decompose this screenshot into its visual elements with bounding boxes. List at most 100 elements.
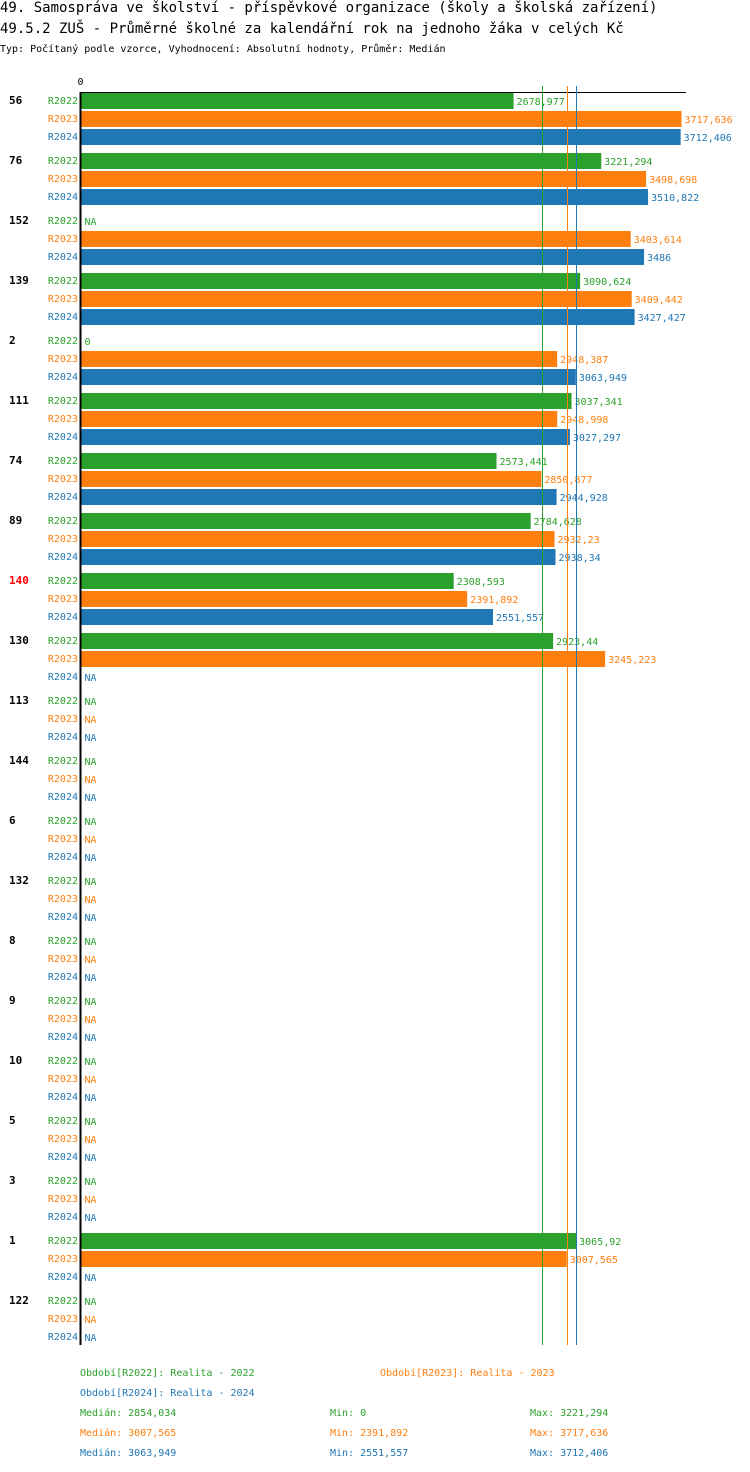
series-label: R2023 <box>48 174 78 185</box>
value-label: 2573,441 <box>500 457 548 468</box>
series-label: R2022 <box>48 516 78 527</box>
series-label: R2022 <box>48 576 78 587</box>
bar-r2022 <box>80 393 572 409</box>
series-label: R2023 <box>48 234 78 245</box>
bar-r2022 <box>80 153 602 169</box>
bar-r2022 <box>80 453 497 469</box>
group-label: 140 <box>9 574 29 587</box>
series-label: R2023 <box>48 354 78 365</box>
series-label: R2023 <box>48 1074 78 1085</box>
value-label: 3427,427 <box>638 313 686 324</box>
series-label: R2024 <box>48 132 78 143</box>
group-label: 89 <box>9 514 22 527</box>
value-label: NA <box>85 715 97 726</box>
series-label: R2023 <box>48 114 78 125</box>
group-label: 3 <box>9 1174 16 1187</box>
series-label: R2024 <box>48 1032 78 1043</box>
value-label: 3063,949 <box>579 373 627 384</box>
stat-max-r2022: Max: 3221,294 <box>530 1408 609 1419</box>
value-label: NA <box>85 1315 97 1326</box>
bar-r2022 <box>80 513 531 529</box>
value-label: 3712,406 <box>684 133 732 144</box>
value-label: NA <box>85 673 97 684</box>
value-label: NA <box>85 817 97 828</box>
value-label: NA <box>85 877 97 888</box>
group-label: 6 <box>9 814 16 827</box>
bar-r2022 <box>80 273 581 289</box>
series-label: R2022 <box>48 696 78 707</box>
series-label: R2024 <box>48 1272 78 1283</box>
bar-r2022 <box>80 633 554 649</box>
legend-period-r2024: Období[R2024]: Realita - 2024 <box>80 1388 255 1399</box>
chart-main-title: 49. Samospráva ve školství - příspěvkové… <box>0 0 658 16</box>
series-label: R2023 <box>48 474 78 485</box>
value-label: NA <box>85 1075 97 1086</box>
series-label: R2024 <box>48 372 78 383</box>
value-label: 2850,877 <box>544 475 592 486</box>
group-label: 2 <box>9 334 16 347</box>
group-label: 152 <box>9 214 29 227</box>
value-label: 2944,928 <box>560 493 608 504</box>
group-label: 144 <box>9 754 29 767</box>
value-label: NA <box>85 793 97 804</box>
series-label: R2024 <box>48 1152 78 1163</box>
stat-min-r2023: Min: 2391,892 <box>330 1428 409 1439</box>
value-label: NA <box>85 775 97 786</box>
stat-max-r2024: Max: 3712,406 <box>530 1448 609 1459</box>
series-label: R2024 <box>48 552 78 563</box>
bar-r2023 <box>80 531 555 547</box>
bar-r2024 <box>80 249 645 265</box>
series-label: R2023 <box>48 834 78 845</box>
value-label: 3486 <box>647 253 671 264</box>
bar-r2022 <box>80 93 514 109</box>
group-label: 130 <box>9 634 29 647</box>
value-label: NA <box>85 913 97 924</box>
series-label: R2022 <box>48 216 78 227</box>
bar-r2024 <box>80 189 649 205</box>
value-label: NA <box>85 1153 97 1164</box>
value-label: NA <box>85 1135 97 1146</box>
series-label: R2024 <box>48 672 78 683</box>
series-label: R2022 <box>48 936 78 947</box>
series-label: R2022 <box>48 1176 78 1187</box>
bar-r2023 <box>80 351 558 367</box>
value-label: NA <box>85 1297 97 1308</box>
series-label: R2023 <box>48 534 78 545</box>
series-label: R2022 <box>48 1116 78 1127</box>
group-label: 10 <box>9 1054 22 1067</box>
series-label: R2024 <box>48 1212 78 1223</box>
legend-period-r2023: Období[R2023]: Realita - 2023 <box>380 1368 555 1379</box>
group-label: 8 <box>9 934 16 947</box>
bar-r2022 <box>80 573 454 589</box>
series-label: R2022 <box>48 336 78 347</box>
stat-median-r2024: Medián: 3063,949 <box>80 1448 177 1459</box>
value-label: 2551,557 <box>496 613 544 624</box>
series-label: R2022 <box>48 1296 78 1307</box>
bar-r2024 <box>80 129 681 145</box>
stat-min-r2022: Min: 0 <box>330 1408 367 1419</box>
value-label: NA <box>85 1333 97 1344</box>
series-label: R2022 <box>48 276 78 287</box>
series-label: R2023 <box>48 894 78 905</box>
series-label: R2022 <box>48 96 78 107</box>
series-label: R2023 <box>48 714 78 725</box>
value-label: 3403,614 <box>634 235 682 246</box>
value-label: NA <box>85 955 97 966</box>
value-label: NA <box>85 895 97 906</box>
series-label: R2022 <box>48 876 78 887</box>
value-label: NA <box>85 1213 97 1224</box>
bar-r2023 <box>80 591 468 607</box>
series-label: R2024 <box>48 492 78 503</box>
series-label: R2022 <box>48 996 78 1007</box>
value-label: 3409,442 <box>635 295 683 306</box>
bar-r2024 <box>80 309 635 325</box>
bar-r2023 <box>80 1251 567 1267</box>
value-label: 2948,387 <box>560 355 608 366</box>
legend-period-r2022: Období[R2022]: Realita - 2022 <box>80 1368 255 1379</box>
group-label: 56 <box>9 94 23 107</box>
bar-r2024 <box>80 429 570 445</box>
bar-r2023 <box>80 231 631 247</box>
series-label: R2023 <box>48 1014 78 1025</box>
value-label: 2923,44 <box>556 637 598 648</box>
